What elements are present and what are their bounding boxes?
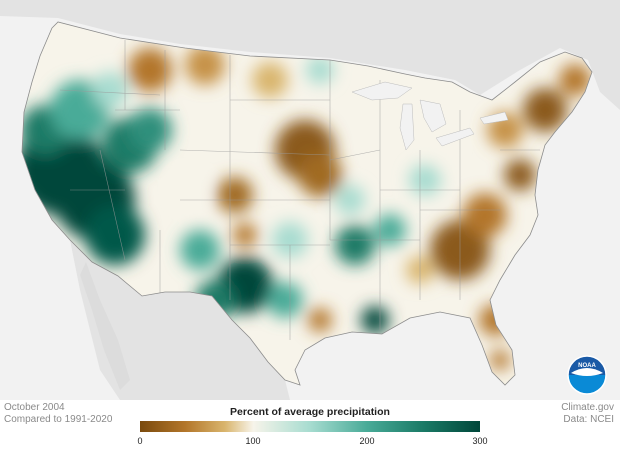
baja-peninsula <box>80 262 130 390</box>
footer: October 2004 Compared to 1991-2020 Clima… <box>0 400 620 450</box>
period-label: October 2004 <box>4 402 65 413</box>
precip-patch <box>361 306 389 334</box>
credit-label: Climate.gov <box>561 402 614 413</box>
precip-patch <box>176 176 204 204</box>
noaa-logo: NOAA <box>567 355 607 395</box>
lake-superior <box>351 81 413 101</box>
lake-michigan <box>399 103 415 151</box>
precip-patch <box>463 193 507 237</box>
precip-patch <box>559 64 591 96</box>
precip-patch <box>298 153 342 197</box>
precipitation-map: NOAA <box>0 0 620 400</box>
precip-patch <box>335 225 375 265</box>
precip-patch <box>85 205 145 265</box>
lake-erie <box>435 127 475 147</box>
precip-patch <box>252 62 288 98</box>
legend-title: Percent of average precipitation <box>230 406 390 418</box>
lake-ontario <box>479 111 509 125</box>
canada-landmass <box>0 0 620 110</box>
precip-patch <box>267 282 303 318</box>
precip-patch <box>306 56 334 84</box>
svg-text:NOAA: NOAA <box>578 363 596 369</box>
precip-patch <box>374 214 406 246</box>
precip-patch <box>490 350 510 370</box>
precip-patch <box>233 223 257 247</box>
source-label: Data: NCEI <box>563 414 614 425</box>
precip-patch <box>523 88 567 132</box>
baseline-label: Compared to 1991-2020 <box>4 414 113 425</box>
legend-tick-300: 300 <box>472 436 488 446</box>
mexico-landmass <box>70 240 290 400</box>
conus-outline <box>21 21 593 386</box>
precip-patch <box>409 164 441 196</box>
precip-patch <box>92 72 128 108</box>
precip-patch <box>308 308 332 332</box>
lake-huron <box>419 99 447 133</box>
map-area: NOAA <box>0 0 620 400</box>
state-borders <box>59 40 540 340</box>
precip-patch <box>180 230 220 270</box>
legend-colorbar <box>140 421 480 432</box>
precip-patch <box>128 48 172 92</box>
precip-patch <box>128 108 172 152</box>
legend-tick-200: 200 <box>359 436 375 446</box>
precip-patch <box>217 177 253 213</box>
legend-tick-0: 0 <box>137 436 143 446</box>
precip-patch <box>272 222 308 258</box>
precip-patch <box>335 185 365 215</box>
precip-patch <box>185 45 225 85</box>
legend-tick-100: 100 <box>245 436 261 446</box>
precip-patch <box>504 159 536 191</box>
